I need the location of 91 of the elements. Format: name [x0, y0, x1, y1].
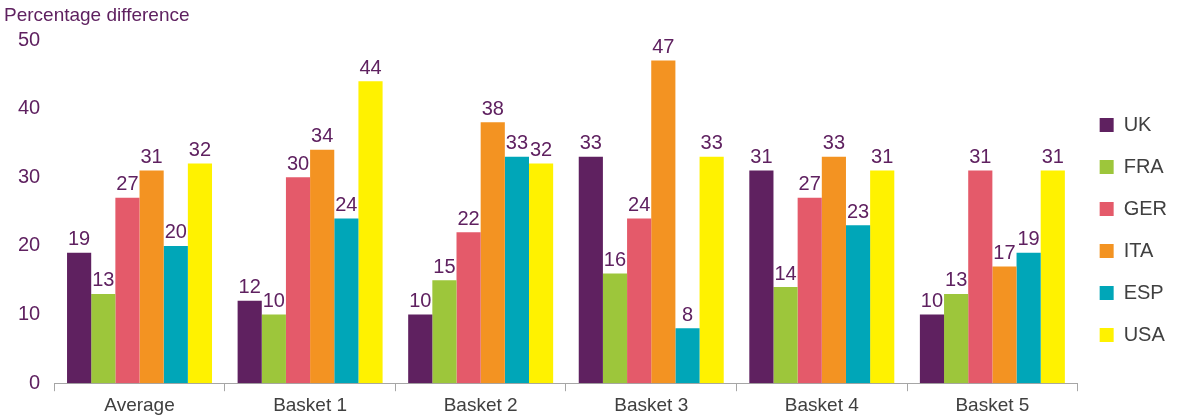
- data-label: 17: [993, 241, 1016, 264]
- bar: [310, 149, 335, 384]
- legend-label: FRA: [1123, 154, 1165, 177]
- legend-label: ESP: [1123, 280, 1164, 303]
- bar: [578, 156, 603, 384]
- bar: [699, 156, 724, 384]
- data-label: 10: [409, 289, 432, 312]
- bar: [529, 163, 554, 384]
- data-label: 16: [603, 247, 627, 270]
- bar: [749, 170, 774, 384]
- data-label: 33: [822, 131, 846, 154]
- bar: [944, 293, 969, 384]
- y-tick-label: 40: [18, 96, 41, 119]
- bar: [237, 300, 262, 384]
- data-label: 22: [457, 206, 480, 229]
- data-label: 27: [116, 172, 139, 195]
- data-label: 20: [164, 220, 187, 243]
- bar: [187, 163, 213, 384]
- bar: [432, 280, 457, 384]
- data-label: 30: [286, 151, 310, 174]
- x-tick-label: Basket 1: [273, 393, 348, 415]
- legend-label: GER: [1123, 196, 1167, 219]
- bar: [91, 293, 116, 384]
- x-tick-label: Basket 3: [614, 393, 689, 415]
- data-label: 31: [969, 144, 992, 167]
- bar: [773, 287, 798, 384]
- data-label: 32: [529, 138, 553, 161]
- x-tick-label: Basket 2: [443, 393, 518, 415]
- x-tick-label: Average: [104, 393, 175, 415]
- bar: [163, 245, 188, 384]
- data-label: 14: [774, 261, 797, 284]
- y-tick-label: 20: [18, 233, 41, 256]
- bar: [797, 197, 822, 384]
- data-label: 33: [700, 131, 723, 154]
- bar: [1040, 170, 1065, 384]
- bar: [675, 328, 700, 384]
- data-label: 8: [681, 302, 694, 325]
- x-tick-label: Basket 4: [784, 393, 860, 415]
- data-label: 13: [945, 268, 968, 291]
- bar: [334, 218, 359, 384]
- bar: [139, 170, 164, 384]
- data-label: 10: [920, 289, 944, 312]
- data-label: 31: [750, 144, 773, 167]
- bar: [67, 252, 92, 384]
- data-label: 31: [140, 144, 163, 167]
- data-label: 10: [262, 289, 285, 312]
- bar: [261, 314, 286, 384]
- bar: [968, 170, 993, 384]
- bar: [845, 225, 871, 384]
- data-label: 24: [628, 192, 651, 215]
- bar: [919, 314, 945, 384]
- bar: [408, 314, 433, 384]
- bar: [1016, 252, 1041, 384]
- bar: [821, 156, 846, 384]
- bar: [115, 197, 140, 384]
- x-tick-label: Basket 5: [955, 393, 1030, 415]
- data-label: 12: [238, 275, 261, 298]
- y-axis-title: Percentage difference: [4, 3, 190, 25]
- data-label: 33: [505, 131, 529, 154]
- data-label: 31: [871, 144, 894, 167]
- bar: [602, 273, 628, 384]
- data-label: 24: [335, 192, 358, 215]
- data-label: 47: [652, 35, 675, 58]
- data-label: 38: [481, 96, 504, 119]
- data-label: 34: [311, 124, 334, 147]
- data-label: 27: [798, 172, 821, 195]
- bar: [627, 218, 652, 384]
- data-label: 19: [68, 227, 91, 250]
- legend-label: USA: [1123, 322, 1166, 345]
- bar: [651, 60, 676, 384]
- bar: [504, 156, 529, 384]
- bar: [480, 122, 505, 384]
- legend-label: ITA: [1123, 238, 1154, 261]
- data-label: 31: [1041, 144, 1064, 167]
- data-label: 13: [92, 268, 115, 291]
- bar: [456, 232, 481, 384]
- data-label: 15: [433, 254, 456, 277]
- data-label: 33: [579, 131, 602, 154]
- data-label: 44: [359, 55, 382, 78]
- data-label: 23: [846, 199, 870, 222]
- data-label: 19: [1017, 227, 1040, 250]
- y-tick-label: 50: [18, 27, 41, 50]
- bar: [358, 81, 383, 384]
- data-label: 32: [188, 138, 212, 161]
- y-tick-label: 0: [29, 370, 41, 393]
- bar: [870, 170, 895, 384]
- legend-label: UK: [1123, 112, 1153, 135]
- y-tick-label: 10: [18, 302, 41, 325]
- bar: [285, 177, 311, 384]
- y-tick-label: 30: [18, 164, 41, 187]
- bar: [992, 266, 1017, 384]
